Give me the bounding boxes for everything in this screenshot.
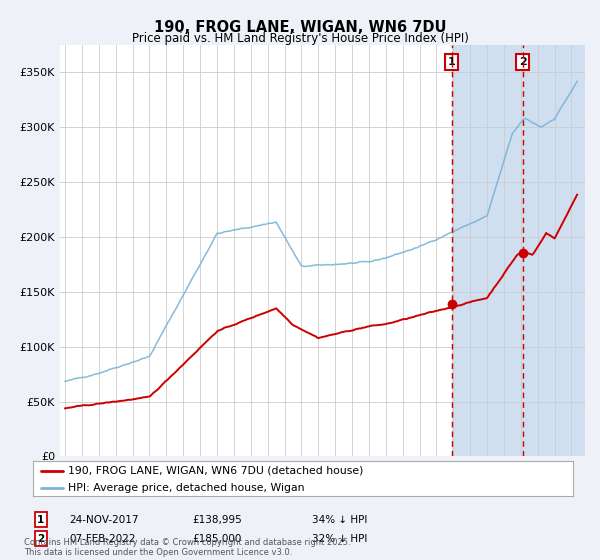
Text: 24-NOV-2017: 24-NOV-2017 xyxy=(69,515,139,525)
Text: 190, FROG LANE, WIGAN, WN6 7DU: 190, FROG LANE, WIGAN, WN6 7DU xyxy=(154,20,446,35)
Text: 07-FEB-2022: 07-FEB-2022 xyxy=(69,534,136,544)
Text: 1: 1 xyxy=(448,57,455,67)
Bar xyxy=(452,45,585,456)
Text: £138,995: £138,995 xyxy=(192,515,242,525)
Text: 1: 1 xyxy=(37,515,44,525)
Text: HPI: Average price, detached house, Wigan: HPI: Average price, detached house, Wiga… xyxy=(68,483,305,493)
Text: Contains HM Land Registry data © Crown copyright and database right 2025.
This d: Contains HM Land Registry data © Crown c… xyxy=(24,538,350,557)
Text: 32% ↓ HPI: 32% ↓ HPI xyxy=(312,534,367,544)
Text: 2: 2 xyxy=(518,57,526,67)
Text: 190, FROG LANE, WIGAN, WN6 7DU (detached house): 190, FROG LANE, WIGAN, WN6 7DU (detached… xyxy=(68,465,364,475)
Text: £185,000: £185,000 xyxy=(192,534,241,544)
Text: 34% ↓ HPI: 34% ↓ HPI xyxy=(312,515,367,525)
Text: 2: 2 xyxy=(37,534,44,544)
Text: Price paid vs. HM Land Registry's House Price Index (HPI): Price paid vs. HM Land Registry's House … xyxy=(131,32,469,45)
